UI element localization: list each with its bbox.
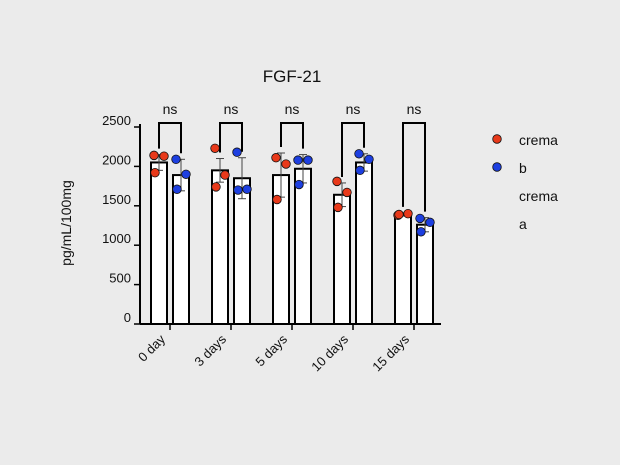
significance-label: ns [346, 101, 361, 117]
data-point [181, 169, 191, 179]
significance-label: ns [163, 101, 178, 117]
significance-bracket [280, 122, 304, 149]
significance-label: ns [285, 101, 300, 117]
y-tick-label: 2500 [102, 113, 131, 128]
y-axis-label: pg/mL/100mg [58, 180, 74, 266]
legend-label: a [519, 216, 527, 232]
bar-crema-a [233, 177, 251, 325]
y-tick-label: 1500 [102, 192, 131, 207]
data-point [220, 170, 230, 180]
data-point [332, 176, 342, 187]
legend-label: b [519, 160, 527, 176]
legend: crema b crema a [492, 132, 558, 232]
data-point [242, 184, 252, 194]
chart-title: FGF-21 [263, 67, 322, 86]
significance-bracket [341, 122, 365, 177]
data-point [403, 208, 413, 219]
significance-bracket [402, 122, 426, 212]
data-point [303, 155, 313, 165]
data-point [394, 209, 404, 220]
data-point [150, 168, 160, 178]
bar-crema-b [333, 193, 351, 325]
bar-crema-a [355, 161, 373, 325]
data-point [293, 155, 303, 165]
x-tick-label: 5 days [252, 331, 290, 369]
significance-bracket [158, 122, 182, 154]
data-point [171, 154, 181, 165]
data-point [294, 179, 304, 190]
legend-label: crema [519, 132, 558, 148]
data-point [172, 184, 182, 194]
legend-marker [492, 134, 502, 144]
plot-area: 0 500 1000 1500 2000 2500 0 day ns 3 days ns 5 day… [102, 101, 441, 374]
x-tick-label: 0 day [135, 331, 168, 364]
y-tick-label: 500 [109, 271, 131, 286]
bar-crema-b [150, 161, 168, 325]
bar-crema-a [172, 174, 190, 325]
data-point [342, 187, 352, 198]
y-tick-label: 1000 [102, 231, 131, 246]
y-tick-label: 2000 [102, 152, 131, 167]
y-tick-label: 0 [124, 310, 131, 325]
bar-crema-a [416, 223, 434, 326]
data-point [415, 213, 425, 224]
data-point [149, 150, 159, 161]
bar-crema-a [294, 167, 312, 325]
legend-label: crema [519, 188, 558, 204]
data-point [232, 147, 242, 157]
bar-crema-b [211, 169, 229, 325]
legend-marker [492, 162, 502, 172]
data-point [233, 185, 243, 195]
x-tick-label: 3 days [191, 331, 229, 369]
data-point [354, 149, 364, 159]
data-point [425, 217, 435, 228]
significance-label: ns [407, 101, 422, 117]
x-tick-label: 10 days [308, 331, 351, 374]
data-point [416, 227, 426, 237]
data-point [159, 151, 169, 161]
significance-bracket [219, 122, 243, 153]
data-point [210, 143, 220, 153]
significance-label: ns [224, 101, 239, 117]
bar-crema-b [394, 213, 412, 325]
data-point [333, 202, 343, 213]
data-point [355, 165, 365, 176]
data-point [364, 154, 374, 165]
data-point [281, 159, 291, 169]
data-point [271, 153, 281, 163]
x-tick-label: 15 days [369, 331, 412, 374]
data-point [211, 182, 221, 192]
data-point [272, 194, 282, 205]
